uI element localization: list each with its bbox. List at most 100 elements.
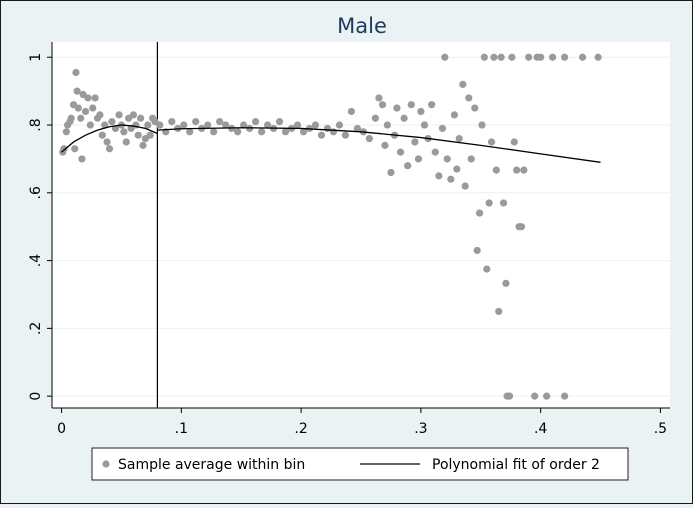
point xyxy=(234,128,242,136)
point xyxy=(450,111,459,119)
plot-area xyxy=(52,42,670,408)
point xyxy=(459,80,467,88)
point xyxy=(453,165,461,173)
point xyxy=(502,279,510,287)
point xyxy=(317,131,326,139)
legend-label: Polynomial fit of order 2 xyxy=(432,457,600,473)
point xyxy=(467,155,475,163)
point xyxy=(487,138,496,146)
point xyxy=(335,121,344,129)
legend-label: Sample average within bin xyxy=(118,457,305,473)
point xyxy=(441,53,449,61)
point xyxy=(62,128,70,136)
point xyxy=(67,114,75,122)
point xyxy=(490,53,498,61)
point xyxy=(480,53,488,61)
point xyxy=(365,134,373,143)
point xyxy=(77,114,85,122)
point xyxy=(240,121,248,129)
point xyxy=(513,166,521,174)
point xyxy=(311,121,320,129)
point xyxy=(78,155,86,163)
point xyxy=(438,124,447,133)
point xyxy=(510,138,518,146)
x-tick-label: .2 xyxy=(294,421,307,437)
point xyxy=(396,148,405,156)
y-tick-label: .2 xyxy=(28,322,44,335)
point xyxy=(122,138,130,146)
point xyxy=(192,118,200,126)
point xyxy=(275,118,284,126)
point xyxy=(520,166,528,174)
point xyxy=(281,128,290,136)
point xyxy=(341,131,350,139)
x-tick-label: .3 xyxy=(414,421,427,437)
point xyxy=(210,128,218,136)
point xyxy=(375,94,383,102)
point xyxy=(517,223,526,231)
point xyxy=(475,209,484,217)
point xyxy=(96,111,104,119)
point xyxy=(411,138,419,146)
point xyxy=(561,53,569,61)
point xyxy=(578,53,587,61)
point xyxy=(156,121,164,129)
point xyxy=(447,175,455,183)
point xyxy=(471,104,479,112)
point xyxy=(485,199,493,207)
point xyxy=(495,307,503,316)
point xyxy=(371,114,379,122)
point xyxy=(420,121,429,129)
point xyxy=(537,53,545,61)
point xyxy=(108,118,116,126)
x-tick-label: .5 xyxy=(654,421,667,437)
point xyxy=(594,53,602,61)
point xyxy=(378,101,387,109)
point xyxy=(180,121,188,129)
point xyxy=(216,118,224,126)
point xyxy=(505,392,514,400)
point xyxy=(465,94,473,102)
point xyxy=(139,141,147,149)
chart-title: Male xyxy=(337,14,387,38)
point xyxy=(478,121,486,129)
point xyxy=(74,104,82,112)
point xyxy=(431,148,439,156)
legend-key xyxy=(102,460,110,468)
point xyxy=(428,101,436,109)
point xyxy=(103,138,111,146)
point xyxy=(84,94,92,102)
point xyxy=(81,107,90,116)
point xyxy=(105,145,114,153)
point xyxy=(461,182,469,190)
y-tick-label: .8 xyxy=(28,118,44,131)
point xyxy=(353,124,362,133)
point xyxy=(492,166,500,174)
point xyxy=(73,87,81,95)
point xyxy=(168,118,176,126)
point xyxy=(414,155,423,163)
x-tick-label: 0 xyxy=(57,421,66,437)
point xyxy=(144,121,152,129)
point xyxy=(393,104,401,112)
point xyxy=(60,145,68,153)
point xyxy=(381,141,389,149)
point xyxy=(383,121,391,129)
point xyxy=(204,121,212,129)
point xyxy=(71,145,79,153)
fit-line xyxy=(61,124,601,163)
point xyxy=(101,121,109,129)
point xyxy=(561,392,569,400)
point xyxy=(404,162,412,170)
point xyxy=(329,128,338,136)
y-tick-label: 0 xyxy=(28,392,44,401)
y-tick-label: .6 xyxy=(28,186,44,199)
point xyxy=(263,121,272,129)
point xyxy=(252,118,260,126)
point xyxy=(473,246,481,255)
point xyxy=(497,53,505,61)
point xyxy=(508,53,516,61)
point xyxy=(347,107,356,116)
point xyxy=(115,111,123,119)
